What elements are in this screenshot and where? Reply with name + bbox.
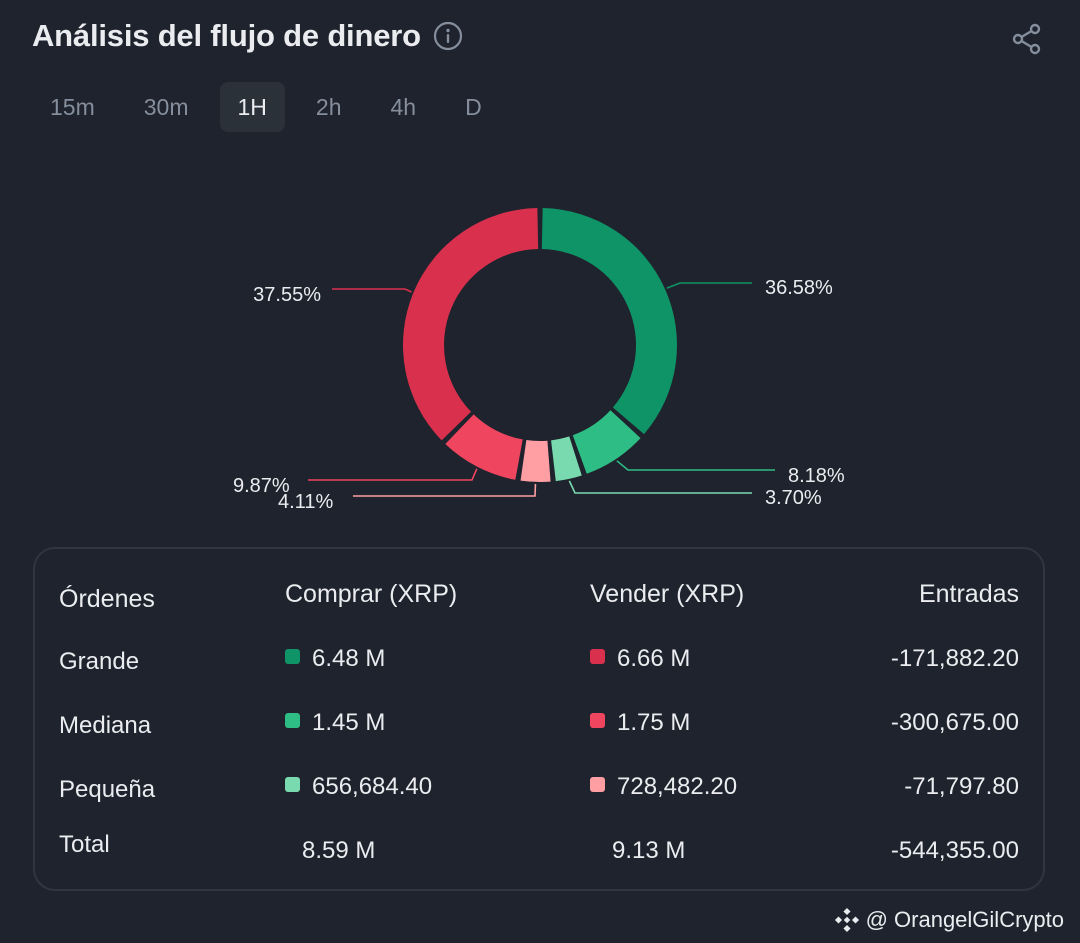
donut-slice xyxy=(520,440,551,483)
slice-label: 37.55% xyxy=(253,284,321,306)
buy-small-value: 656,684.40 xyxy=(312,773,433,800)
header-inflow: Entradas xyxy=(918,580,1019,608)
buy-medium-value: 1.45 M xyxy=(312,709,386,736)
slice-label: 9.87% xyxy=(233,475,290,497)
donut-slice xyxy=(551,436,582,482)
buy-large: 6.48 M xyxy=(285,645,385,673)
slice-label: 4.11% xyxy=(278,491,333,513)
donut-slice xyxy=(572,410,641,474)
sell-total: 9.13 M xyxy=(612,837,686,864)
info-icon[interactable] xyxy=(433,21,463,51)
medium-sell-swatch xyxy=(590,713,605,728)
slice-label: 36.58% xyxy=(765,277,833,299)
sell-large-value: 6.66 M xyxy=(617,645,691,672)
medium-buy-swatch xyxy=(285,713,300,728)
buy-medium: 1.45 M xyxy=(285,709,385,737)
small-buy-swatch xyxy=(285,777,300,792)
header: Análisis del flujo de dinero xyxy=(32,18,463,54)
header-orders: Órdenes xyxy=(59,585,155,613)
money-flow-donut-chart: 36.58% 8.18%3.70% 4.11%9.87% 37.55% xyxy=(233,208,845,513)
watermark-text: @ OrangelGilCrypto xyxy=(865,907,1064,932)
sell-small: 728,482.20 xyxy=(590,773,737,801)
inflow-large: -171,882.20 xyxy=(890,645,1019,672)
donut-slice xyxy=(445,414,523,480)
tab-2h[interactable]: 2h xyxy=(315,94,342,120)
leader-line xyxy=(666,282,752,289)
tab-4h[interactable]: 4h xyxy=(390,94,417,120)
buy-small: 656,684.40 xyxy=(285,773,432,801)
watermark: @ OrangelGilCrypto xyxy=(834,907,1064,933)
donut-slice xyxy=(402,208,539,441)
leader-line xyxy=(616,460,775,471)
row-label-total: Total xyxy=(59,831,110,858)
sell-large: 6.66 M xyxy=(590,645,690,673)
tab-30m[interactable]: 30m xyxy=(143,94,189,120)
row-label-large: Grande xyxy=(59,648,140,675)
inflow-medium: -300,675.00 xyxy=(890,709,1019,736)
sell-small-value: 728,482.20 xyxy=(617,773,738,800)
buy-large-value: 6.48 M xyxy=(312,645,386,672)
large-sell-swatch xyxy=(590,649,605,664)
tab-1h[interactable]: 1H xyxy=(219,82,285,132)
leader-line xyxy=(308,468,478,481)
buy-total: 8.59 M xyxy=(302,837,376,864)
binance-logo-icon xyxy=(834,907,859,933)
header-buy: Comprar (XRP) xyxy=(285,580,458,608)
timeframe-tabs: 15m 30m 1H 2h 4h D xyxy=(32,82,513,132)
tab-d[interactable]: D xyxy=(465,94,482,120)
row-label-medium: Mediana xyxy=(59,712,152,739)
page-title: Análisis del flujo de dinero xyxy=(32,18,421,53)
leader-line xyxy=(332,288,412,293)
leader-line xyxy=(353,483,537,497)
leader-line xyxy=(568,480,752,494)
sell-medium-value: 1.75 M xyxy=(617,709,691,736)
small-sell-swatch xyxy=(590,777,605,792)
row-label-small: Pequeña xyxy=(59,776,156,803)
sell-medium: 1.75 M xyxy=(590,709,690,737)
inflow-small: -71,797.80 xyxy=(904,773,1019,800)
tab-15m[interactable]: 15m xyxy=(50,94,95,120)
large-buy-swatch xyxy=(285,649,300,664)
order-flow-table: Órdenes Comprar (XRP) Vender (XRP) Entra… xyxy=(33,547,1045,891)
slice-label: 3.70% xyxy=(765,487,822,509)
inflow-total: -544,355.00 xyxy=(890,837,1019,864)
share-icon[interactable] xyxy=(1010,22,1044,56)
slice-label: 8.18% xyxy=(788,465,845,487)
donut-slice xyxy=(541,208,677,435)
header-sell: Vender (XRP) xyxy=(590,580,745,608)
